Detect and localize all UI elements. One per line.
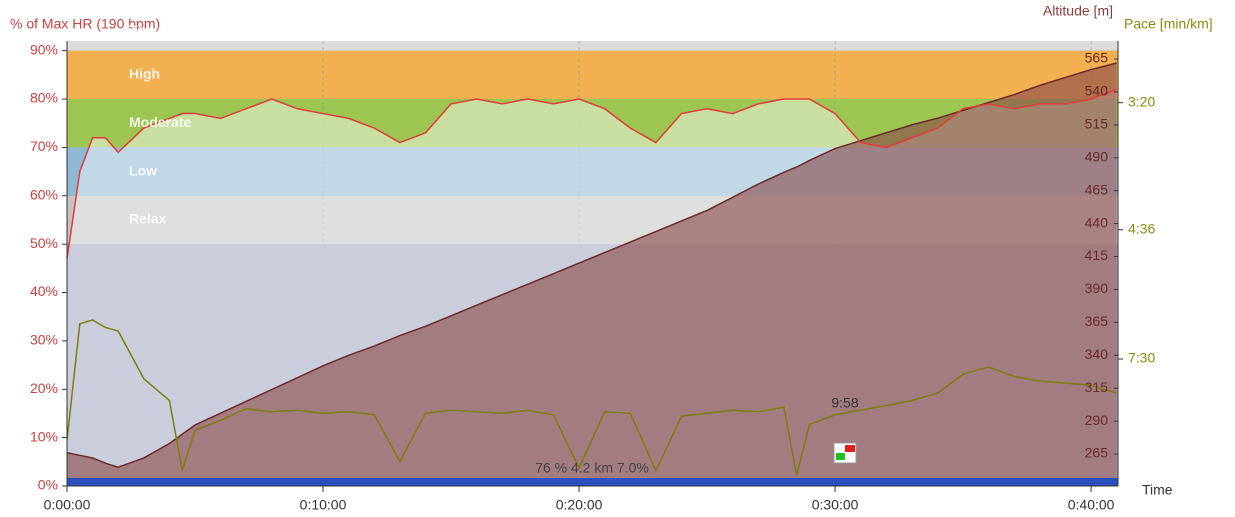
y2-tick-label: 265 bbox=[1085, 445, 1109, 461]
zone-band bbox=[67, 50, 1118, 100]
y3-tick-label: 7:30 bbox=[1128, 350, 1155, 366]
annotation: 76 % 4.2 km 7.0% bbox=[535, 460, 649, 476]
zone-label: Low bbox=[129, 162, 157, 178]
y-tick-label: 60% bbox=[30, 186, 58, 202]
y2-axis-title: Altitude [m] bbox=[1043, 3, 1113, 19]
y-tick-label: 50% bbox=[30, 235, 58, 251]
y2-tick-label: 440 bbox=[1085, 214, 1109, 230]
y2-tick-label: 540 bbox=[1085, 83, 1109, 99]
y-tick-label: 80% bbox=[30, 90, 58, 106]
lap-flag-green bbox=[836, 453, 845, 460]
y-axis-title: % of Max HR (190 bpm) bbox=[10, 16, 160, 32]
pace-line bbox=[67, 319, 1117, 476]
y-tick-label: 40% bbox=[30, 283, 58, 299]
x-tick-label: 0:20:00 bbox=[556, 497, 603, 513]
x-tick-label: 0:30:00 bbox=[812, 497, 859, 513]
altitude-area bbox=[67, 62, 1117, 486]
y2-tick-label: 465 bbox=[1085, 181, 1109, 197]
y-tick-label: 90% bbox=[30, 41, 58, 57]
y2-tick-label: 490 bbox=[1085, 148, 1109, 164]
y-tick-label: 30% bbox=[30, 332, 58, 348]
zone-label: Moderate bbox=[129, 114, 191, 130]
y-tick-label: 10% bbox=[30, 428, 58, 444]
altitude-line bbox=[67, 62, 1117, 468]
y2-tick-label: 390 bbox=[1085, 280, 1109, 296]
y3-axis-title: Pace [min/km] bbox=[1124, 16, 1213, 32]
y2-tick-label: 415 bbox=[1085, 247, 1109, 263]
y3-tick-label: 4:36 bbox=[1128, 220, 1155, 236]
y2-tick-label: 340 bbox=[1085, 346, 1109, 362]
zone-band bbox=[67, 41, 1118, 51]
y-tick-label: 70% bbox=[30, 138, 58, 154]
lap-flag-red bbox=[845, 445, 855, 452]
x-axis-title: Time bbox=[1142, 482, 1173, 498]
annotation: 9:58 bbox=[831, 395, 858, 411]
x-tick-label: 0:40:00 bbox=[1068, 497, 1115, 513]
x-tick-label: 0:10:00 bbox=[300, 497, 347, 513]
y2-tick-label: 315 bbox=[1085, 379, 1109, 395]
zone-label: High bbox=[129, 66, 160, 82]
zone-label: Top bbox=[129, 22, 154, 38]
y2-tick-label: 290 bbox=[1085, 412, 1109, 428]
y-tick-label: 20% bbox=[30, 380, 58, 396]
plot bbox=[67, 41, 1118, 486]
y3-tick-label: 3:20 bbox=[1128, 93, 1155, 109]
y2-tick-label: 365 bbox=[1085, 313, 1109, 329]
y2-tick-label: 515 bbox=[1085, 116, 1109, 132]
hr-line bbox=[67, 88, 1117, 259]
y2-tick-label: 565 bbox=[1085, 50, 1109, 66]
lap-bar bbox=[67, 478, 1118, 486]
zone-label: Relax bbox=[129, 211, 167, 227]
x-tick-label: 0:00:00 bbox=[44, 497, 91, 513]
y-tick-label: 0% bbox=[38, 477, 58, 493]
